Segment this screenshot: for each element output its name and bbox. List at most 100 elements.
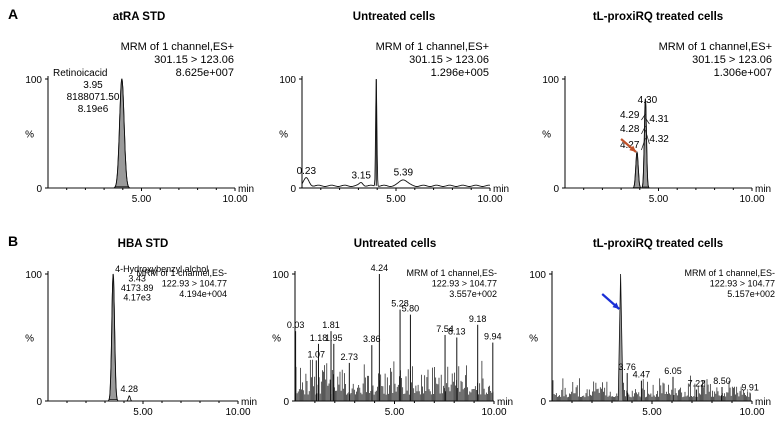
x-axis-unit: min	[497, 397, 513, 408]
channel-info-line: 1.306e+007	[714, 67, 772, 79]
channel-info-line: 301.15 > 123.06	[409, 54, 489, 66]
chart-4: HBA STD MRM of 1 channel,ES-122.93 > 104.…	[25, 238, 257, 418]
peak-annotation-line: 4-Hydroxybenzyl alchol	[115, 264, 208, 274]
chromatogram-trace	[301, 79, 490, 187]
x-tick-label: 5.00	[642, 407, 662, 418]
chart-title: HBA STD	[118, 238, 169, 250]
y-axis-label: %	[25, 130, 34, 141]
x-tick-label: 10.00	[739, 407, 764, 418]
panel-label-a: A	[8, 6, 18, 22]
chromatogram-peak	[617, 273, 624, 402]
peak-label: 4.28	[620, 124, 640, 135]
x-axis-unit: min	[493, 184, 509, 195]
x-tick-label: 10.00	[481, 407, 506, 418]
peak-label: 9.91	[741, 382, 759, 392]
peak-label: 3.76	[618, 362, 636, 372]
chart-title: tL-proxiRQ treated cells	[593, 11, 723, 23]
y-tick-label: 100	[25, 270, 42, 281]
peak-annotation-line: 3.95	[83, 80, 103, 91]
x-tick-label: 5.00	[385, 407, 405, 418]
channel-info-line: 4.194e+004	[179, 289, 227, 299]
y-tick-label: 0	[36, 184, 42, 195]
peak-label: 5.28	[391, 299, 409, 309]
peak-label: 0.23	[297, 166, 317, 177]
peak-label: 2.73	[341, 352, 359, 362]
x-tick-label: 5.00	[132, 194, 152, 205]
peak-label: 4.29	[620, 110, 640, 121]
channel-info-line: MRM of 1 channel,ES+	[376, 41, 489, 53]
y-tick-label: 0	[36, 397, 42, 408]
y-axis-label: %	[25, 334, 34, 345]
peak-label: 4.31	[649, 114, 669, 125]
channel-info-line: 5.157e+002	[727, 289, 775, 299]
x-axis-unit: min	[755, 184, 771, 195]
x-tick-label: 5.00	[133, 407, 153, 418]
y-tick-label: 100	[279, 75, 296, 86]
y-tick-label: 0	[540, 397, 546, 408]
chart-title: tL-proxiRQ treated cells	[593, 238, 723, 250]
y-tick-label: 0	[283, 397, 289, 408]
peak-label: 1.18	[310, 333, 328, 343]
y-axis-label: %	[542, 130, 551, 141]
x-axis-unit: min	[755, 397, 771, 408]
peak-label: 0.03	[287, 320, 305, 330]
peak-arrow-head	[629, 145, 637, 152]
x-tick-label: 10.00	[225, 407, 250, 418]
channel-info-line: 301.15 > 123.06	[692, 54, 772, 66]
chart-1: atRA STD MRM of 1 channel,ES+301.15 > 123…	[25, 11, 254, 205]
peak-label: 8.13	[448, 327, 466, 337]
peak-label: 4.32	[649, 134, 669, 145]
y-tick-label: 100	[25, 75, 42, 86]
peak-label: 5.39	[394, 167, 414, 178]
channel-info-line: 122.93 > 104.77	[432, 279, 497, 289]
peak-label: 1.95	[325, 333, 343, 343]
peak-annotation-line: Retinoicacid	[53, 68, 107, 79]
y-tick-label: 0	[553, 184, 559, 195]
peak-annotation-line: 3.43	[128, 274, 146, 284]
peak-label: 1.07	[308, 349, 326, 359]
peak-annotation-line: 4173.89	[121, 283, 154, 293]
chromatogram-trace	[565, 98, 752, 189]
x-axis-unit: min	[238, 184, 254, 195]
peak-annotation-line: 4.17e3	[123, 293, 151, 303]
x-tick-label: 10.00	[222, 194, 247, 205]
x-tick-label: 5.00	[649, 194, 669, 205]
y-tick-label: 100	[542, 75, 559, 86]
peak-label: 8.50	[713, 376, 731, 386]
chart-title: Untreated cells	[353, 11, 435, 23]
x-tick-label: 10.00	[739, 194, 764, 205]
x-axis-unit: min	[241, 397, 257, 408]
peak-annotation-line: 8.19e6	[78, 104, 109, 115]
peak-label: 4.24	[371, 263, 389, 273]
chart-2: Untreated cells MRM of 1 channel,ES+301.1…	[279, 11, 509, 205]
peak-arrow-head	[612, 302, 620, 309]
y-axis-label: %	[279, 130, 288, 141]
noise-trace	[295, 359, 494, 401]
peak-annotation-line: 8188071.50	[67, 92, 120, 103]
peak-label: 7.22	[688, 379, 706, 389]
y-tick-label: 100	[529, 270, 546, 281]
y-tick-label: 0	[290, 184, 296, 195]
peak-label: 4.28	[121, 384, 139, 394]
channel-info-line: 3.557e+002	[449, 289, 497, 299]
peak-label: 1.81	[322, 320, 340, 330]
chart-title: atRA STD	[113, 11, 166, 23]
peak-label: 3.86	[363, 334, 381, 344]
channel-info-line: MRM of 1 channel,ES+	[121, 41, 234, 53]
channel-info-line: 301.15 > 123.06	[154, 54, 234, 66]
channel-info-line: 8.625e+007	[176, 67, 234, 79]
chart-title: Untreated cells	[354, 238, 436, 250]
channel-info-line: MRM of 1 channel,ES+	[659, 41, 772, 53]
peak-label: 9.18	[469, 314, 487, 324]
peak-label: 4.30	[638, 95, 658, 106]
channel-info-line: MRM of 1 channel,ES-	[684, 268, 775, 278]
y-axis-label: %	[529, 334, 538, 345]
y-axis-label: %	[272, 334, 281, 345]
label-leader-lines	[641, 113, 650, 151]
x-tick-label: 5.00	[386, 194, 406, 205]
chromatogram-trace	[48, 78, 235, 189]
peak-label: 9.94	[484, 332, 502, 342]
peak-label: 6.05	[664, 366, 682, 376]
peak-label: 3.15	[351, 171, 371, 182]
